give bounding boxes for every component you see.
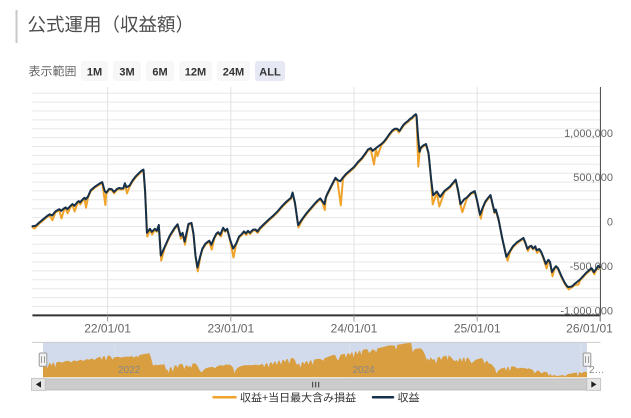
svg-text:6M: 6M	[152, 66, 167, 78]
svg-text:25/01/01: 25/01/01	[454, 321, 501, 335]
svg-text:26/01/01: 26/01/01	[566, 321, 613, 335]
svg-text:0: 0	[607, 217, 613, 229]
svg-text:2024: 2024	[353, 365, 376, 376]
svg-text:2…: 2…	[589, 365, 605, 376]
svg-text:22/01/01: 22/01/01	[84, 321, 131, 335]
svg-text:-500,000: -500,000	[570, 261, 613, 273]
svg-text:12M: 12M	[185, 66, 206, 78]
svg-text:2022: 2022	[118, 365, 141, 376]
svg-text:1M: 1M	[87, 66, 102, 78]
svg-text:500,000: 500,000	[573, 172, 613, 184]
svg-text:3M: 3M	[119, 66, 134, 78]
svg-text:ALL: ALL	[259, 66, 281, 78]
svg-text:24M: 24M	[223, 66, 244, 78]
svg-text:23/01/01: 23/01/01	[207, 321, 254, 335]
svg-text:24/01/01: 24/01/01	[331, 321, 378, 335]
svg-text:1,000,000: 1,000,000	[564, 128, 613, 140]
svg-text:-1,000,000: -1,000,000	[560, 306, 613, 318]
